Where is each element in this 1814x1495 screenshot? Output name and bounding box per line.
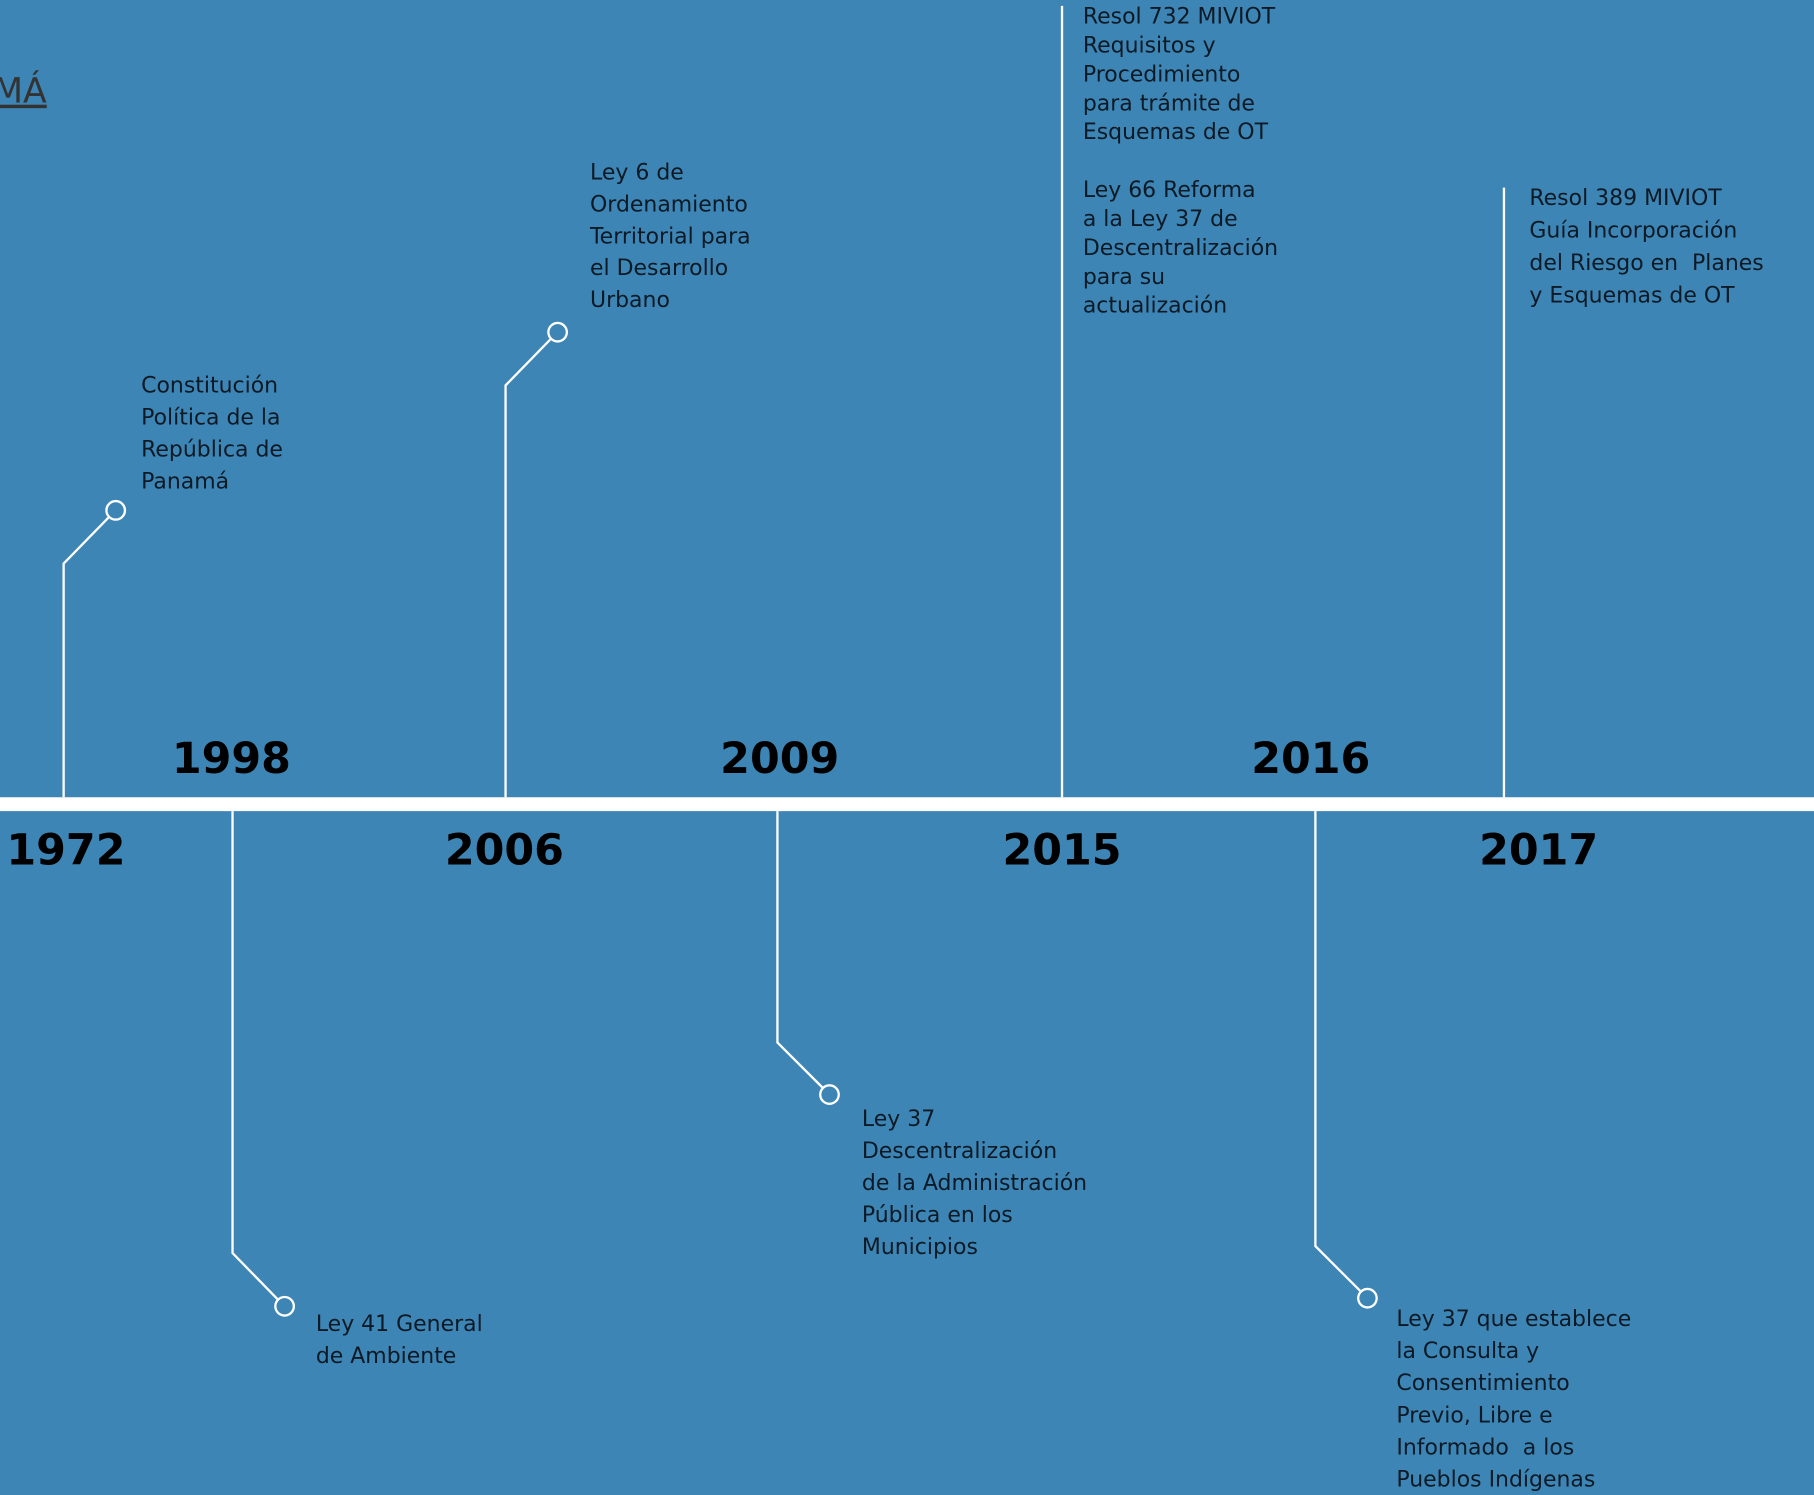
- note-line: Ley 6 de: [590, 161, 684, 186]
- marker: [819, 1084, 840, 1105]
- note-line: Resol 389 MIVIOT: [1529, 186, 1722, 211]
- note-line: Informado a los: [1396, 1435, 1574, 1460]
- note-line: Panamá: [141, 470, 229, 495]
- note-line: Constitución: [141, 374, 278, 399]
- connector: [504, 338, 552, 798]
- note-line: Urbano: [590, 288, 670, 313]
- note-line: Ley 37 que establece: [1396, 1307, 1631, 1332]
- note-line: de la Administración: [862, 1171, 1087, 1196]
- note-line: Ley 41 General: [316, 1312, 483, 1337]
- note-line: Territorial para: [589, 224, 751, 249]
- year: 2016: [1251, 734, 1370, 784]
- note-line: Resol 732 MIVIOT: [1083, 5, 1276, 30]
- note-line: actualización: [1083, 294, 1227, 319]
- note-line: Esquemas de OT: [1083, 120, 1269, 145]
- year: 2009: [720, 734, 839, 784]
- note-line: Descentralización: [1083, 236, 1278, 261]
- marker: [274, 1295, 296, 1317]
- connector: [62, 516, 110, 798]
- note-line: Descentralización: [862, 1139, 1057, 1164]
- note-line: y Esquemas de OT: [1529, 283, 1735, 308]
- note-line: Política de la: [141, 406, 280, 431]
- note-line: de Ambiente: [316, 1344, 457, 1369]
- marker: [547, 321, 569, 343]
- note-line: Pueblos Indígenas: [1396, 1467, 1595, 1492]
- year: 2017: [1479, 825, 1598, 875]
- connector: [1314, 811, 1362, 1293]
- connector: [231, 811, 279, 1301]
- note-line: Ordenamiento: [590, 192, 748, 217]
- marker: [1357, 1287, 1378, 1309]
- heading: MÁ: [0, 70, 47, 112]
- year: 1998: [172, 734, 291, 784]
- marker: [105, 499, 127, 521]
- year: 2006: [445, 825, 564, 875]
- note-line: para trámite de: [1083, 91, 1255, 116]
- note-line: Ley 66 Reforma: [1083, 178, 1256, 203]
- note-line: del Riesgo en Planes: [1529, 251, 1763, 276]
- note-line: la Consulta y: [1396, 1339, 1539, 1364]
- note-line: para su: [1083, 265, 1165, 290]
- year: 2015: [1002, 825, 1121, 875]
- note-line: Consentimiento: [1396, 1371, 1569, 1396]
- note-line: Requisitos y: [1083, 33, 1216, 58]
- note-line: Pública en los: [862, 1203, 1013, 1228]
- note-line: República de: [141, 438, 283, 463]
- connector: [776, 811, 824, 1089]
- note-line: Ley 37: [862, 1107, 935, 1132]
- note-line: Previo, Libre e: [1396, 1403, 1552, 1428]
- note-line: el Desarrollo: [590, 256, 728, 281]
- year: 1972: [6, 825, 125, 875]
- note-line: Procedimiento: [1083, 62, 1241, 87]
- note-line: a la Ley 37 de: [1083, 207, 1238, 232]
- note-line: Guía Incorporación: [1529, 219, 1737, 244]
- note-line: Municipios: [862, 1235, 978, 1260]
- timeline-bar: [0, 797, 1814, 812]
